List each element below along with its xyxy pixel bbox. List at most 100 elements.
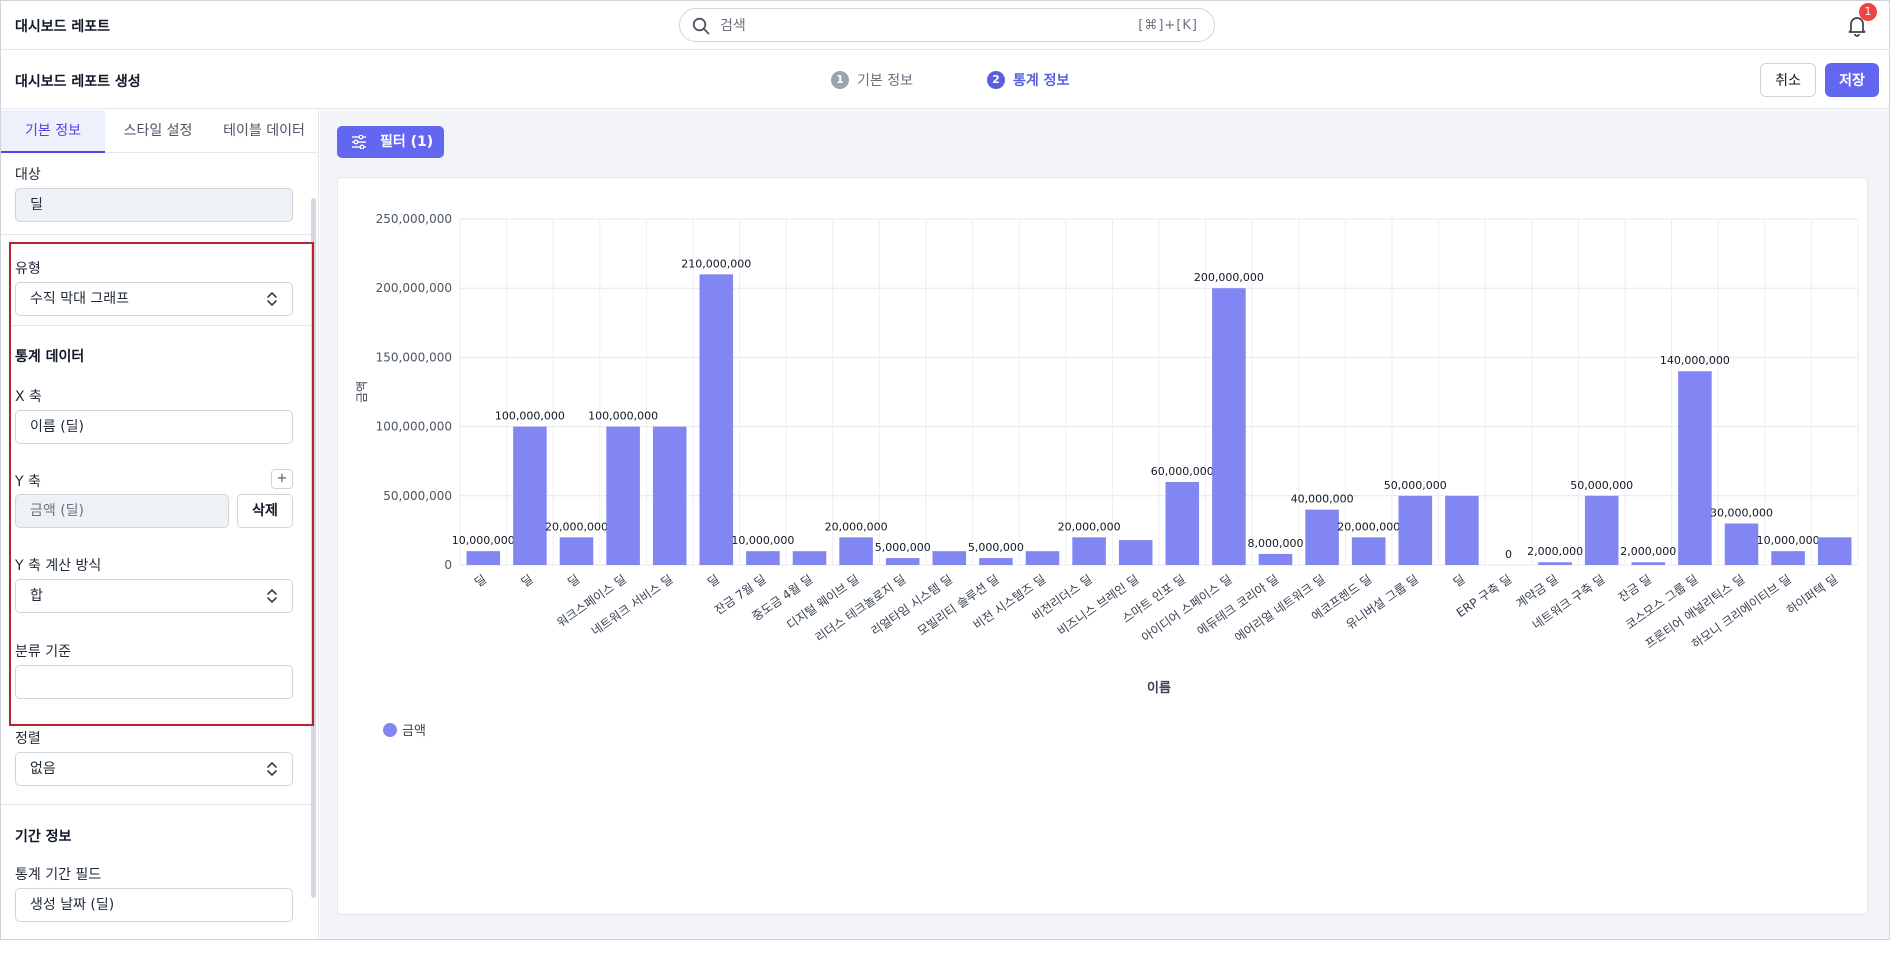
divider bbox=[1, 804, 311, 805]
step-basic-info[interactable]: 1 기본 정보 bbox=[831, 70, 913, 90]
x-tick-label: 딜 bbox=[705, 572, 722, 590]
bar-value-label: 10,000,000 bbox=[452, 534, 515, 547]
target-label: 대상 bbox=[15, 167, 41, 183]
legend-label: 금액 bbox=[402, 724, 426, 739]
x-axis-title: 이름 bbox=[1147, 680, 1171, 696]
bar bbox=[839, 537, 873, 565]
bar-value-label: 20,000,000 bbox=[1058, 520, 1121, 533]
x-tick-label: 딜 bbox=[1451, 572, 1468, 590]
settings-sidebar: 기본 정보 스타일 설정 테이블 데이터 대상 딜 유형 수직 막대 그래프 통… bbox=[1, 110, 319, 939]
bar bbox=[885, 558, 920, 565]
divider bbox=[9, 325, 314, 326]
bar bbox=[1025, 551, 1060, 565]
bar bbox=[1631, 562, 1666, 565]
sidebar-scrollbar[interactable] bbox=[311, 198, 316, 898]
bar bbox=[932, 551, 967, 565]
bar bbox=[652, 426, 687, 565]
bar bbox=[513, 426, 547, 565]
y-axis-label: Y 축 bbox=[15, 474, 41, 490]
bar-value-label: 100,000,000 bbox=[495, 410, 565, 423]
x-axis-label: X 축 bbox=[15, 389, 42, 405]
bar-value-label: 10,000,000 bbox=[1757, 534, 1820, 547]
filter-label: 필터 (1) bbox=[380, 134, 434, 150]
y-axis-title: 금액 bbox=[355, 381, 369, 403]
bar bbox=[1258, 553, 1293, 565]
select-arrows-icon bbox=[267, 292, 277, 306]
bar bbox=[1584, 495, 1619, 565]
filter-icon bbox=[352, 135, 366, 149]
legend-swatch bbox=[383, 723, 397, 737]
bar-value-label: 5,000,000 bbox=[968, 541, 1024, 554]
search-box[interactable]: [⌘]+[K] bbox=[679, 8, 1215, 42]
bar-value-label: 0 bbox=[1505, 548, 1512, 561]
bar-value-label: 100,000,000 bbox=[588, 410, 658, 423]
period-field[interactable]: 생성 날짜 (딜) bbox=[15, 888, 293, 922]
y-calc-label: Y 축 계산 방식 bbox=[15, 558, 102, 574]
sort-select[interactable]: 없음 bbox=[15, 752, 293, 786]
save-button[interactable]: 저장 bbox=[1825, 63, 1879, 97]
x-tick-label: 모빌리티 솔루션 딜 bbox=[915, 572, 1002, 639]
bar-value-label: 50,000,000 bbox=[1570, 479, 1633, 492]
x-tick-label: 딜 bbox=[472, 572, 489, 590]
x-tick-label: 네트워크 서비스 딜 bbox=[589, 572, 676, 639]
x-axis-field[interactable]: 이름 (딜) bbox=[15, 410, 293, 444]
bar bbox=[1724, 523, 1759, 565]
bar bbox=[1538, 562, 1572, 565]
bar-value-label: 200,000,000 bbox=[1194, 271, 1264, 284]
x-tick-label: 딜 bbox=[565, 572, 582, 590]
bar-value-label: 5,000,000 bbox=[875, 541, 931, 554]
tab-basic-info[interactable]: 기본 정보 bbox=[1, 110, 105, 153]
bar-value-label: 40,000,000 bbox=[1291, 493, 1354, 506]
bar bbox=[1817, 537, 1852, 565]
bar-value-label: 2,000,000 bbox=[1620, 545, 1676, 558]
target-field: 딜 bbox=[15, 188, 293, 222]
type-label: 유형 bbox=[15, 261, 41, 277]
period-heading: 기간 정보 bbox=[15, 829, 72, 845]
add-y-axis-button[interactable]: + bbox=[271, 469, 293, 489]
app-title: 대시보드 레포트 bbox=[15, 19, 111, 35]
step-label: 기본 정보 bbox=[857, 73, 913, 89]
bar bbox=[1305, 509, 1339, 565]
x-tick-label: 잔금 딜 bbox=[1616, 572, 1654, 605]
bar bbox=[792, 551, 827, 565]
step-label: 통계 정보 bbox=[1013, 73, 1070, 89]
x-tick-label: 하이퍼텍 딜 bbox=[1784, 572, 1840, 617]
group-by-field[interactable] bbox=[15, 665, 293, 699]
step-number: 2 bbox=[987, 71, 1005, 89]
bar bbox=[1445, 495, 1479, 565]
search-input[interactable] bbox=[720, 15, 1100, 37]
bar-value-label: 20,000,000 bbox=[545, 520, 608, 533]
delete-y-axis-button[interactable]: 삭제 bbox=[237, 494, 293, 528]
bar bbox=[1072, 537, 1106, 565]
bar-value-label: 140,000,000 bbox=[1660, 354, 1730, 367]
filter-button[interactable]: 필터 (1) bbox=[337, 126, 444, 158]
bar bbox=[699, 274, 734, 565]
tab-table-data[interactable]: 테이블 데이터 bbox=[223, 123, 305, 139]
bar bbox=[746, 551, 780, 565]
y-tick-label: 250,000,000 bbox=[376, 212, 452, 226]
bar-value-label: 20,000,000 bbox=[1337, 520, 1400, 533]
y-calc-select[interactable]: 합 bbox=[15, 579, 293, 613]
x-tick-label: 딜 bbox=[519, 572, 536, 590]
x-tick-label: 비즈니스 브레인 딜 bbox=[1055, 572, 1142, 639]
y-calc-value: 합 bbox=[30, 588, 43, 604]
step-number: 1 bbox=[831, 71, 849, 89]
cancel-button[interactable]: 취소 bbox=[1760, 63, 1816, 97]
bell-icon[interactable] bbox=[1845, 13, 1869, 37]
bar bbox=[1771, 551, 1805, 565]
chart-type-value: 수직 막대 그래프 bbox=[30, 291, 130, 307]
chart-card: 0 50,000,000 100,000,000 150,000,000 200,000… bbox=[337, 177, 1868, 915]
search-shortcut: [⌘]+[K] bbox=[1138, 18, 1198, 33]
step-stats-info[interactable]: 2 통계 정보 bbox=[987, 70, 1069, 90]
divider bbox=[1, 234, 311, 235]
bar-value-label: 20,000,000 bbox=[825, 520, 888, 533]
chart-type-select[interactable]: 수직 막대 그래프 bbox=[15, 282, 293, 316]
top-bar: 대시보드 레포트 [⌘]+[K] 1 bbox=[1, 1, 1889, 50]
tab-style-settings[interactable]: 스타일 설정 bbox=[123, 123, 193, 139]
bar-value-label: 50,000,000 bbox=[1384, 479, 1447, 492]
bar-chart: 0 50,000,000 100,000,000 150,000,000 200,000… bbox=[355, 212, 1859, 739]
bar-value-label: 30,000,000 bbox=[1710, 506, 1773, 519]
bar-value-label: 210,000,000 bbox=[681, 257, 751, 270]
group-by-label: 분류 기준 bbox=[15, 644, 71, 660]
y-tick-label: 0 bbox=[444, 558, 452, 572]
